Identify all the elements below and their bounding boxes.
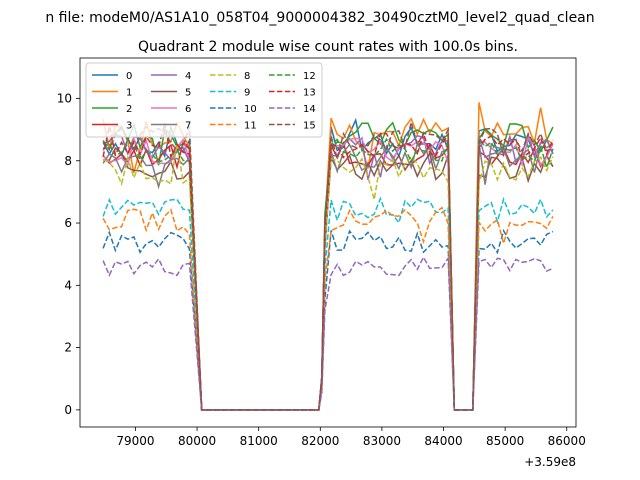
legend-box (85, 62, 323, 138)
x-tick-label: 86000 (548, 434, 586, 448)
y-tick-label: 2 (64, 341, 72, 355)
legend-label-0: 0 (126, 71, 132, 82)
legend-label-2: 2 (126, 104, 132, 115)
y-axis: 0 2 4 6 8 10 (57, 91, 80, 417)
series-line-13 (102, 123, 554, 411)
y-tick-label: 10 (57, 91, 72, 105)
legend-label-15: 15 (303, 121, 316, 132)
legend-label-6: 6 (185, 104, 191, 115)
legend-label-10: 10 (244, 104, 257, 115)
y-tick-label: 8 (64, 154, 72, 168)
y-tick-label: 4 (64, 278, 72, 292)
x-tick-label: 80000 (178, 434, 216, 448)
x-tick-label: 81000 (240, 434, 278, 448)
series-line-14 (102, 255, 554, 411)
x-tick-label: 84000 (424, 434, 462, 448)
legend-label-11: 11 (244, 121, 257, 132)
series-layer (102, 102, 554, 411)
x-axis-offset-label: +3.59e8 (524, 455, 576, 469)
legend-label-9: 9 (244, 88, 250, 99)
legend-label-12: 12 (303, 71, 316, 82)
x-axis: 79000 80000 81000 82000 83000 84000 85000 86000 (116, 427, 586, 448)
legend-label-8: 8 (244, 71, 250, 82)
legend-label-5: 5 (185, 88, 191, 99)
figure-suptitle: n file: modeM0/AS1A10_058T04_9000004382_… (45, 10, 594, 26)
series-line-9 (102, 196, 554, 411)
legend-label-1: 1 (126, 88, 132, 99)
legend-label-3: 3 (126, 121, 132, 132)
x-tick-label: 82000 (301, 434, 339, 448)
x-tick-label: 85000 (486, 434, 524, 448)
series-line-11 (102, 206, 554, 411)
y-tick-label: 6 (64, 216, 72, 230)
series-line-8 (102, 142, 554, 411)
y-tick-label: 0 (64, 403, 72, 417)
legend-label-4: 4 (185, 71, 191, 82)
series-line-15 (102, 119, 554, 411)
legend-label-13: 13 (303, 88, 316, 99)
legend-label-7: 7 (185, 121, 191, 132)
legend-label-14: 14 (303, 104, 316, 115)
x-tick-label: 79000 (116, 434, 154, 448)
chart-title: Quadrant 2 module wise count rates with … (138, 39, 518, 55)
x-tick-label: 83000 (363, 434, 401, 448)
plot-area (79, 57, 577, 428)
